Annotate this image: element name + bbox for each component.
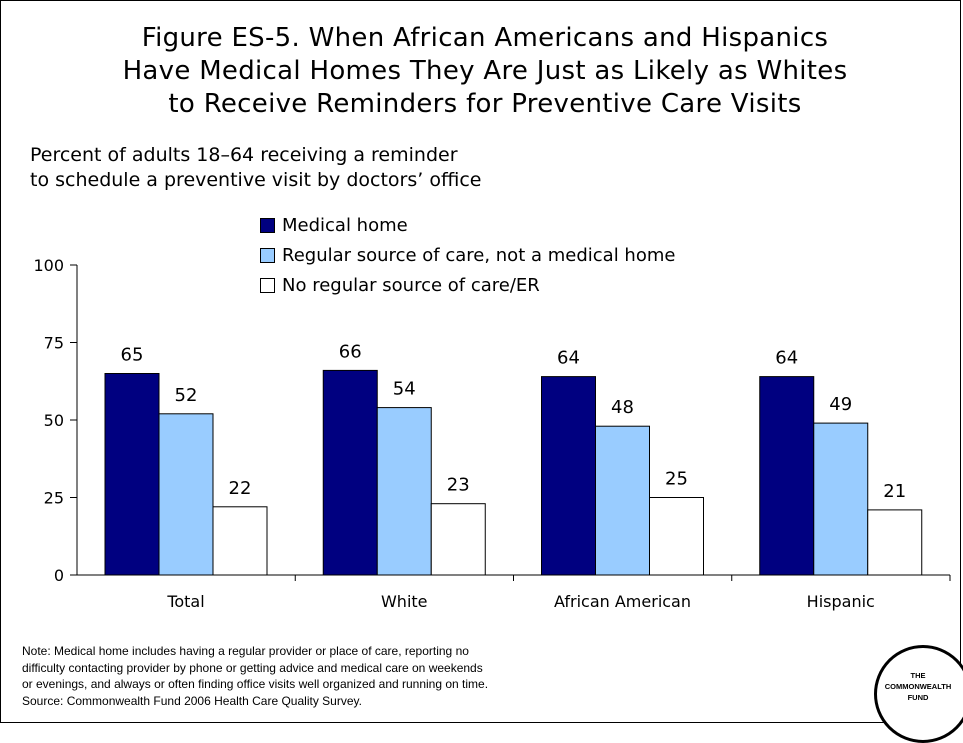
bar [430, 503, 486, 576]
bar [867, 509, 923, 576]
y-tick-label: 50 [44, 411, 64, 430]
footnote-line: or evenings, and always or often finding… [22, 677, 489, 691]
data-label: 66 [339, 341, 362, 362]
x-tick-label: Hispanic [807, 592, 875, 611]
y-axis-label: Percent of adults 18–64 receiving a remi… [30, 143, 650, 193]
y-tick-label: 25 [44, 489, 64, 508]
y-tick-label: 75 [44, 334, 64, 353]
x-tick-label: African American [554, 592, 691, 611]
data-label: 64 [557, 348, 580, 369]
figure-frame [0, 0, 961, 723]
chart-title-line: to Receive Reminders for Preventive Care… [168, 89, 802, 119]
data-label: 64 [775, 348, 798, 369]
bar-chart: 0 25 50 75 100 65 52 22 Total 66 54 23 White 64 48 25 Af… [33, 256, 951, 611]
bar [649, 497, 704, 576]
legend-swatch [260, 247, 275, 263]
data-label: 22 [229, 478, 252, 499]
legend-swatch [260, 277, 275, 293]
footnote-line: difficulty contacting provider by phone … [22, 660, 483, 675]
bar [158, 413, 214, 576]
bar [212, 506, 268, 576]
chart-title-line: Figure ES-5. When African Americans and … [141, 23, 829, 53]
data-label: 65 [121, 345, 144, 366]
commonwealth-fund-logo: THE COMMONWEALTH FUND [874, 645, 963, 743]
legend-label: Regular source of care, not a medical ho… [282, 244, 676, 266]
data-label: 54 [393, 379, 416, 400]
legend: Medical home Regular source of care, not… [260, 210, 675, 300]
bar [104, 373, 160, 576]
data-label: 52 [175, 385, 198, 406]
x-tick-label: White [381, 592, 428, 611]
bar [813, 422, 869, 576]
bar [322, 369, 378, 576]
footnote-line: Note: Medical home includes having a reg… [22, 644, 469, 658]
footnote: Note: Medical home includes having a reg… [22, 643, 782, 709]
legend-label: Medical home [282, 214, 408, 236]
y-axis-label-line: Percent of adults 18–64 receiving a remi… [30, 144, 458, 166]
bar [595, 425, 650, 576]
data-label: 48 [611, 397, 634, 418]
legend-item-regular-source: Regular source of care, not a medical ho… [260, 240, 675, 270]
legend-label: No regular source of care/ER [282, 274, 540, 296]
logo-text-line: THE [910, 671, 926, 680]
data-label: 23 [447, 475, 470, 496]
chart-title-line: Have Medical Homes They Are Just as Like… [122, 56, 848, 86]
bar [376, 407, 432, 576]
data-label: 25 [665, 469, 688, 490]
footnote-line: Source: Commonwealth Fund 2006 Health Ca… [22, 693, 362, 708]
logo-text-line: FUND [907, 693, 929, 702]
legend-item-no-regular-source: No regular source of care/ER [260, 270, 675, 300]
data-label: 21 [883, 481, 906, 502]
legend-item-medical-home: Medical home [260, 210, 675, 240]
y-tick-label: 0 [54, 566, 64, 585]
legend-swatch [260, 217, 275, 233]
chart-title: Figure ES-5. When African Americans and … [40, 22, 930, 121]
x-tick-label: Total [166, 592, 204, 611]
bar [759, 376, 815, 576]
logo-text-line: COMMONWEALTH [884, 682, 952, 691]
bar [541, 376, 596, 576]
data-label: 49 [829, 394, 852, 415]
y-tick-label: 100 [33, 256, 64, 275]
y-axis-label-line: to schedule a preventive visit by doctor… [30, 169, 482, 191]
